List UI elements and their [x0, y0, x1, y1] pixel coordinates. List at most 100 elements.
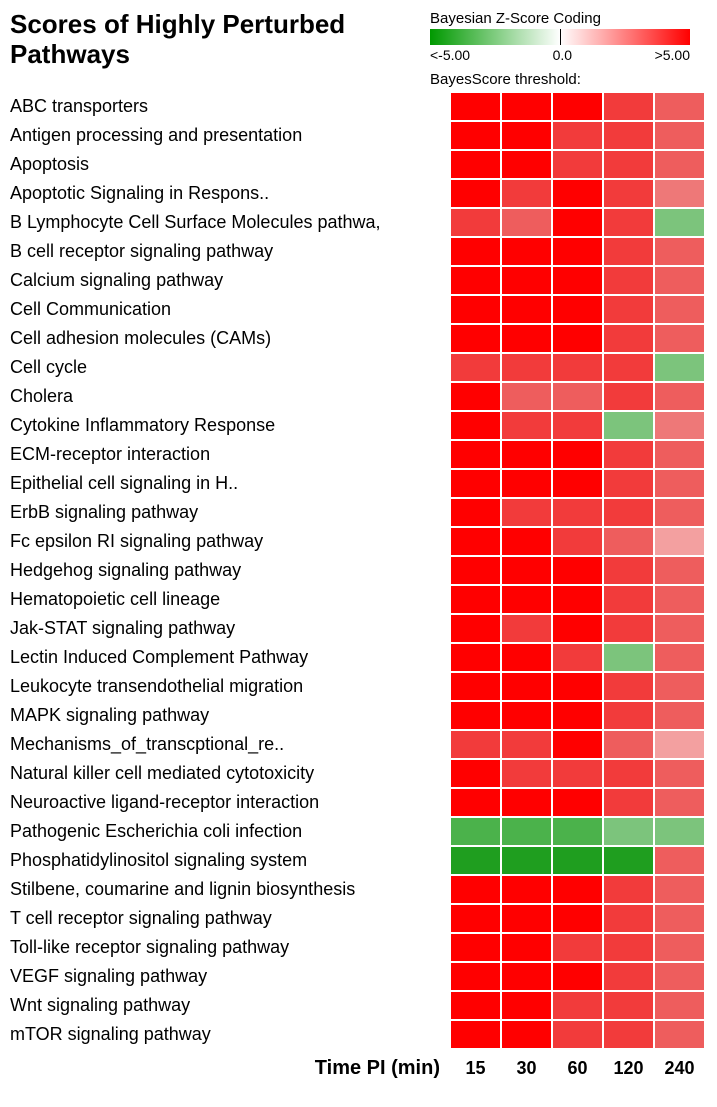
heatmap-cell	[553, 93, 602, 120]
heatmap-cell	[604, 789, 653, 816]
x-tick: 120	[603, 1058, 654, 1079]
heatmap-cell	[604, 151, 653, 178]
heatmap-cell	[451, 644, 500, 671]
grid-row	[450, 498, 707, 527]
heatmap-cell	[655, 615, 704, 642]
heatmap-cell	[451, 151, 500, 178]
heatmap-cell	[655, 586, 704, 613]
heatmap-cell	[553, 267, 602, 294]
heatmap-cell	[604, 934, 653, 961]
heatmap-cell	[451, 586, 500, 613]
row-label: Lectin Induced Complement Pathway	[10, 643, 450, 672]
heatmap-cell	[451, 180, 500, 207]
heatmap-cell	[604, 615, 653, 642]
heatmap-cell	[604, 180, 653, 207]
row-label: T cell receptor signaling pathway	[10, 904, 450, 933]
heatmap-cell	[604, 644, 653, 671]
grid-wrap	[450, 92, 707, 1049]
row-label: Phosphatidylinositol signaling system	[10, 846, 450, 875]
heatmap-cell	[604, 586, 653, 613]
heatmap-cell	[451, 963, 500, 990]
heatmap-cell	[502, 441, 551, 468]
heatmap-cell	[655, 557, 704, 584]
heatmap-cell	[553, 180, 602, 207]
heatmap-cell	[502, 209, 551, 236]
heatmap-cell	[553, 441, 602, 468]
heatmap-cell	[655, 93, 704, 120]
heatmap-cell	[553, 470, 602, 497]
heatmap-cell	[604, 673, 653, 700]
heatmap-cell	[451, 325, 500, 352]
heatmap-cell	[502, 876, 551, 903]
heatmap-cell	[553, 992, 602, 1019]
heatmap-cell	[655, 383, 704, 410]
heatmap-cell	[451, 470, 500, 497]
heatmap-cell	[553, 151, 602, 178]
row-label: Toll-like receptor signaling pathway	[10, 933, 450, 962]
heatmap-cell	[604, 354, 653, 381]
heatmap-cell	[655, 673, 704, 700]
heatmap-cell	[604, 209, 653, 236]
heatmap-cell	[451, 441, 500, 468]
row-label: Cell adhesion molecules (CAMs)	[10, 324, 450, 353]
heatmap-cell	[655, 470, 704, 497]
heatmap-cell	[502, 238, 551, 265]
heatmap-cell	[604, 731, 653, 758]
heatmap-cell	[451, 354, 500, 381]
heatmap-cell	[655, 876, 704, 903]
row-label: Epithelial cell signaling in H..	[10, 469, 450, 498]
heatmap-cell	[553, 499, 602, 526]
heatmap-cell	[451, 615, 500, 642]
row-label: Neuroactive ligand-receptor interaction	[10, 788, 450, 817]
heatmap-cell	[502, 702, 551, 729]
heatmap-cell	[553, 296, 602, 323]
legend-area: Bayesian Z-Score Coding <-5.00 0.0 >5.00…	[430, 10, 707, 88]
heatmap-cell	[604, 818, 653, 845]
heatmap-cell	[451, 528, 500, 555]
grid-row	[450, 208, 707, 237]
row-label: Fc epsilon RI signaling pathway	[10, 527, 450, 556]
grid-row	[450, 121, 707, 150]
heatmap-cell	[502, 673, 551, 700]
x-axis-row: Time PI (min) 153060120240	[10, 1057, 707, 1080]
heatmap-cell	[604, 905, 653, 932]
x-tick: 240	[654, 1058, 705, 1079]
heatmap-cell	[604, 412, 653, 439]
grid-row	[450, 92, 707, 121]
heatmap-cell	[655, 1021, 704, 1048]
grid-row	[450, 991, 707, 1020]
heatmap-figure: Scores of Highly Perturbed Pathways Baye…	[10, 10, 707, 1080]
heatmap-cell	[604, 383, 653, 410]
heatmap-cell	[655, 760, 704, 787]
heatmap-cell	[553, 412, 602, 439]
grid-row	[450, 614, 707, 643]
heatmap-cell	[553, 383, 602, 410]
heatmap-cell	[502, 383, 551, 410]
grid-row	[450, 846, 707, 875]
heatmap-cell	[502, 847, 551, 874]
row-label: Hematopoietic cell lineage	[10, 585, 450, 614]
heatmap-cell	[502, 992, 551, 1019]
heatmap-cell	[502, 905, 551, 932]
legend-low: <-5.00	[430, 47, 470, 63]
heatmap-cell	[502, 760, 551, 787]
heatmap-cell	[655, 441, 704, 468]
heatmap-cell	[502, 412, 551, 439]
heatmap-cell	[502, 267, 551, 294]
heatmap-cell	[655, 702, 704, 729]
heatmap-cell	[604, 760, 653, 787]
grid-row	[450, 556, 707, 585]
heatmap-cell	[604, 441, 653, 468]
grid-row	[450, 411, 707, 440]
grid-row	[450, 875, 707, 904]
heatmap-cell	[451, 412, 500, 439]
heatmap-cell	[553, 760, 602, 787]
heatmap-cell	[451, 93, 500, 120]
heatmap-cell	[502, 180, 551, 207]
heatmap-cell	[655, 238, 704, 265]
heatmap-cell	[553, 557, 602, 584]
heatmap-cell	[604, 557, 653, 584]
grid-row	[450, 353, 707, 382]
heatmap-cell	[502, 499, 551, 526]
heatmap-cell	[655, 731, 704, 758]
